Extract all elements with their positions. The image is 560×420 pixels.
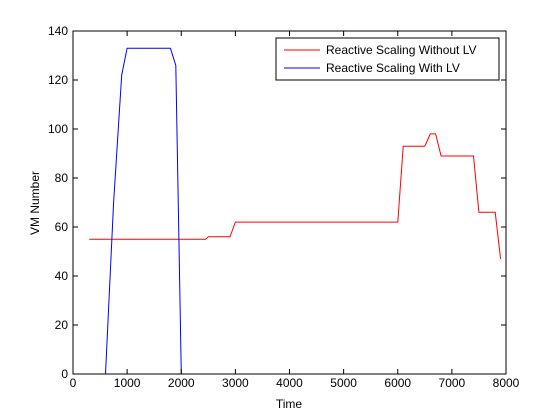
y-tick-label: 100 — [48, 122, 68, 136]
legend-box — [275, 37, 500, 81]
y-tick-label: 20 — [55, 318, 69, 332]
x-tick-label: 8000 — [493, 376, 520, 390]
y-tick-label: 120 — [48, 73, 68, 87]
legend-label-2: Reactive Scaling With LV — [326, 61, 460, 75]
x-tick-label: 4000 — [276, 376, 303, 390]
y-axis: 0 20 40 60 80 100 120 140 — [48, 24, 506, 381]
y-tick-label: 140 — [48, 24, 68, 38]
y-tick-label: 60 — [55, 220, 69, 234]
plot-area — [72, 30, 507, 375]
x-tick-label: 6000 — [384, 376, 411, 390]
x-tick-label: 1000 — [114, 376, 141, 390]
x-axis: 0 1000 2000 3000 4000 5000 6000 7000 8000 — [70, 31, 520, 390]
x-tick-label: 5000 — [330, 376, 357, 390]
x-tick-label: 7000 — [439, 376, 466, 390]
legend: Reactive Scaling Without LV Reactive Scal… — [275, 37, 500, 81]
x-axis-label: Time — [276, 397, 303, 411]
series-line-1 — [89, 133, 502, 259]
x-tick-label: 0 — [70, 376, 77, 390]
legend-label-1: Reactive Scaling Without LV — [326, 43, 477, 57]
series-line-2 — [105, 47, 182, 375]
y-axis-label: VM Number — [28, 171, 42, 235]
y-tick-label: 0 — [61, 367, 68, 381]
x-tick-label: 3000 — [222, 376, 249, 390]
x-tick-label: 2000 — [168, 376, 195, 390]
y-tick-label: 80 — [55, 171, 69, 185]
y-tick-label: 40 — [55, 269, 69, 283]
plot-frame — [72, 30, 507, 375]
